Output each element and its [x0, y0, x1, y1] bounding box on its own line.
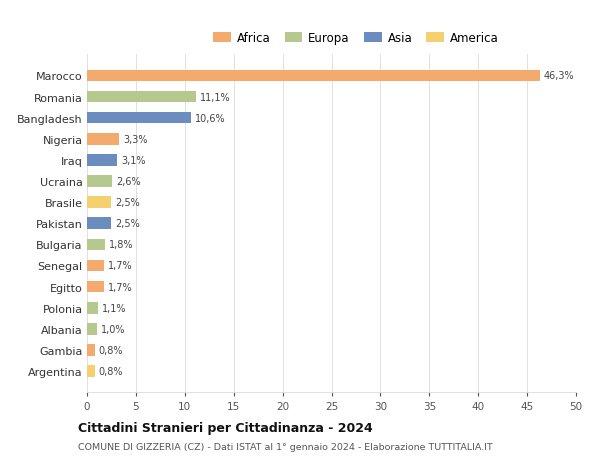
Text: 1,0%: 1,0%: [101, 324, 125, 334]
Bar: [87, 218, 112, 230]
Text: 2,5%: 2,5%: [115, 219, 140, 229]
Bar: [87, 344, 95, 356]
Text: 0,8%: 0,8%: [99, 366, 123, 376]
Text: 1,1%: 1,1%: [101, 303, 126, 313]
Text: 11,1%: 11,1%: [199, 92, 230, 102]
Bar: [87, 112, 191, 124]
Text: 1,7%: 1,7%: [107, 282, 132, 292]
Bar: [87, 155, 118, 166]
Text: 0,8%: 0,8%: [99, 345, 123, 355]
Text: Cittadini Stranieri per Cittadinanza - 2024: Cittadini Stranieri per Cittadinanza - 2…: [78, 421, 373, 434]
Text: 2,5%: 2,5%: [115, 198, 140, 207]
Text: 3,1%: 3,1%: [121, 156, 146, 166]
Text: 2,6%: 2,6%: [116, 177, 141, 187]
Text: 1,7%: 1,7%: [107, 261, 132, 271]
Text: 46,3%: 46,3%: [544, 71, 574, 81]
Bar: [87, 70, 540, 82]
Text: 1,8%: 1,8%: [109, 240, 133, 250]
Bar: [87, 323, 97, 335]
Bar: [87, 365, 95, 377]
Legend: Africa, Europa, Asia, America: Africa, Europa, Asia, America: [208, 27, 503, 50]
Bar: [87, 197, 112, 208]
Text: COMUNE DI GIZZERIA (CZ) - Dati ISTAT al 1° gennaio 2024 - Elaborazione TUTTITALI: COMUNE DI GIZZERIA (CZ) - Dati ISTAT al …: [78, 442, 493, 451]
Bar: [87, 302, 98, 314]
Bar: [87, 281, 104, 293]
Text: 10,6%: 10,6%: [194, 113, 225, 123]
Bar: [87, 134, 119, 145]
Bar: [87, 176, 112, 187]
Text: 3,3%: 3,3%: [123, 134, 148, 145]
Bar: [87, 91, 196, 103]
Bar: [87, 239, 104, 251]
Bar: [87, 260, 104, 272]
